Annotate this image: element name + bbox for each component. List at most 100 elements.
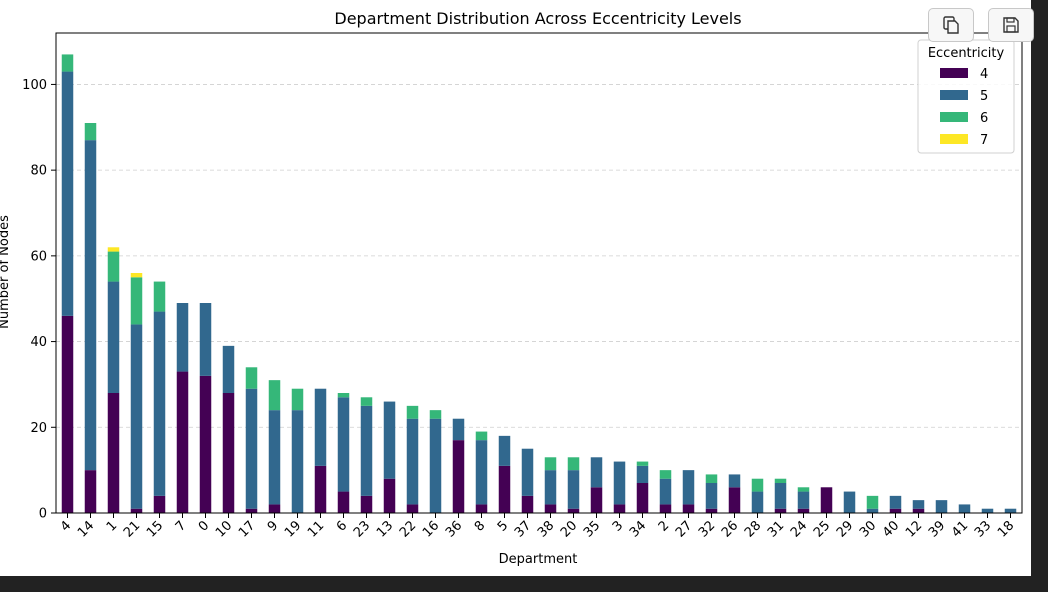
y-tick-label: 0 [39,507,47,522]
legend: Eccentricity 4 5 6 7 [917,39,1015,154]
x-tick-label: 17 [236,518,258,540]
bar-segment-15-ecc-4 [153,495,166,513]
x-tick-label: 27 [673,518,695,540]
bar-segment-3-ecc-5 [613,461,626,505]
bar-segment-2-ecc-4 [659,504,672,513]
bar-segment-19-ecc-6 [291,388,304,411]
legend-swatch-4 [940,68,968,78]
bar-segment-2-ecc-5 [659,478,672,505]
legend-title: Eccentricity [928,46,1005,61]
bar-segment-21-ecc-4 [130,508,143,513]
x-tick-label: 7 [173,518,189,534]
floppy-disk-icon [1003,17,1019,33]
bar-segment-37-ecc-4 [521,495,534,513]
bar-segment-1-ecc-5 [107,281,120,393]
bar-segment-38-ecc-6 [544,457,557,471]
bar-segment-35-ecc-5 [590,457,603,488]
y-tick-label: 80 [30,164,47,179]
bar-segment-41-ecc-5 [958,504,971,513]
bar-segment-0-ecc-5 [199,303,212,376]
x-tick-label: 38 [535,518,557,540]
bar-segment-32-ecc-5 [705,483,718,509]
bar-segment-27-ecc-5 [682,470,695,505]
bar-segment-15-ecc-5 [153,311,166,496]
x-tick-label: 39 [926,518,948,540]
copy-icon [943,16,959,34]
bar-segment-15-ecc-6 [153,281,166,312]
x-tick-label: 12 [903,518,925,540]
bar-segment-10-ecc-4 [222,393,235,513]
x-tick-label: 30 [857,518,879,540]
bar-segment-16-ecc-5 [429,418,442,513]
bar-segment-20-ecc-4 [567,508,580,513]
bar-segment-27-ecc-4 [682,504,695,513]
x-tick-label: 29 [834,518,856,540]
bar-segment-3-ecc-4 [613,504,626,513]
bar-segment-13-ecc-5 [383,401,396,479]
plot-frame [55,32,1023,514]
x-tick-label: 14 [75,518,97,540]
bar-segment-12-ecc-4 [912,508,925,513]
bar-segment-22-ecc-5 [406,418,419,505]
bar-segment-35-ecc-4 [590,487,603,513]
bar-segment-34-ecc-5 [636,465,649,483]
x-tick-label: 22 [397,518,419,540]
bar-segment-24-ecc-5 [797,491,810,509]
bar-segment-17-ecc-5 [245,388,258,509]
bar-segment-0-ecc-4 [199,375,212,513]
legend-swatch-7 [940,134,968,144]
bar-segment-7-ecc-4 [176,371,189,513]
save-button[interactable] [988,8,1034,42]
x-tick-label: 41 [949,518,971,540]
bar-segment-31-ecc-5 [774,483,787,509]
bar-segment-6-ecc-4 [337,491,350,513]
x-tick-label: 5 [495,518,511,534]
x-tick-label: 33 [972,518,994,540]
x-tick-label: 37 [512,518,534,540]
legend-swatch-6 [940,112,968,122]
bar-segment-20-ecc-6 [567,457,580,471]
bar-segment-6-ecc-6 [337,393,350,398]
legend-label-5: 5 [980,89,988,104]
bar-segment-9-ecc-4 [268,504,281,513]
copy-button[interactable] [928,8,974,42]
bar-segment-5-ecc-4 [498,465,511,513]
x-tick-label: 20 [558,518,580,540]
bar-segment-13-ecc-4 [383,478,396,513]
x-tick-label: 8 [472,518,488,534]
bar-segment-11-ecc-4 [314,465,327,513]
x-tick-label: 3 [610,518,626,534]
x-tick-label: 0 [196,518,212,534]
bar-segment-4-ecc-6 [61,54,74,72]
bar-segment-25-ecc-4 [820,487,833,513]
bars [61,54,1017,513]
legend-label-4: 4 [980,67,988,82]
bar-segment-26-ecc-4 [728,487,741,513]
bar-segment-21-ecc-5 [130,324,143,509]
bar-segment-28-ecc-6 [751,478,764,492]
legend-label-6: 6 [980,111,988,126]
x-axis-label: Department [499,552,578,567]
x-tick-label: 35 [581,518,603,540]
bar-segment-5-ecc-5 [498,435,511,466]
bar-segment-4-ecc-5 [61,71,74,316]
bar-segment-12-ecc-5 [912,500,925,509]
bar-segment-14-ecc-6 [84,123,97,141]
x-tick-label: 16 [420,518,442,540]
bar-segment-8-ecc-5 [475,440,488,505]
x-tick-label: 24 [788,518,810,540]
bar-segment-24-ecc-4 [797,508,810,513]
bar-segment-30-ecc-6 [866,495,879,509]
bar-segment-23-ecc-5 [360,405,373,496]
y-tick-label: 20 [30,421,47,436]
bar-segment-38-ecc-4 [544,504,557,513]
bar-segment-19-ecc-5 [291,410,304,513]
bar-segment-32-ecc-4 [705,508,718,513]
bar-segment-37-ecc-5 [521,448,534,496]
bar-segment-33-ecc-5 [981,508,994,513]
bar-segment-38-ecc-5 [544,470,557,505]
bar-segment-22-ecc-6 [406,405,419,419]
bar-segment-20-ecc-5 [567,470,580,509]
x-tick-label: 15 [144,518,166,540]
